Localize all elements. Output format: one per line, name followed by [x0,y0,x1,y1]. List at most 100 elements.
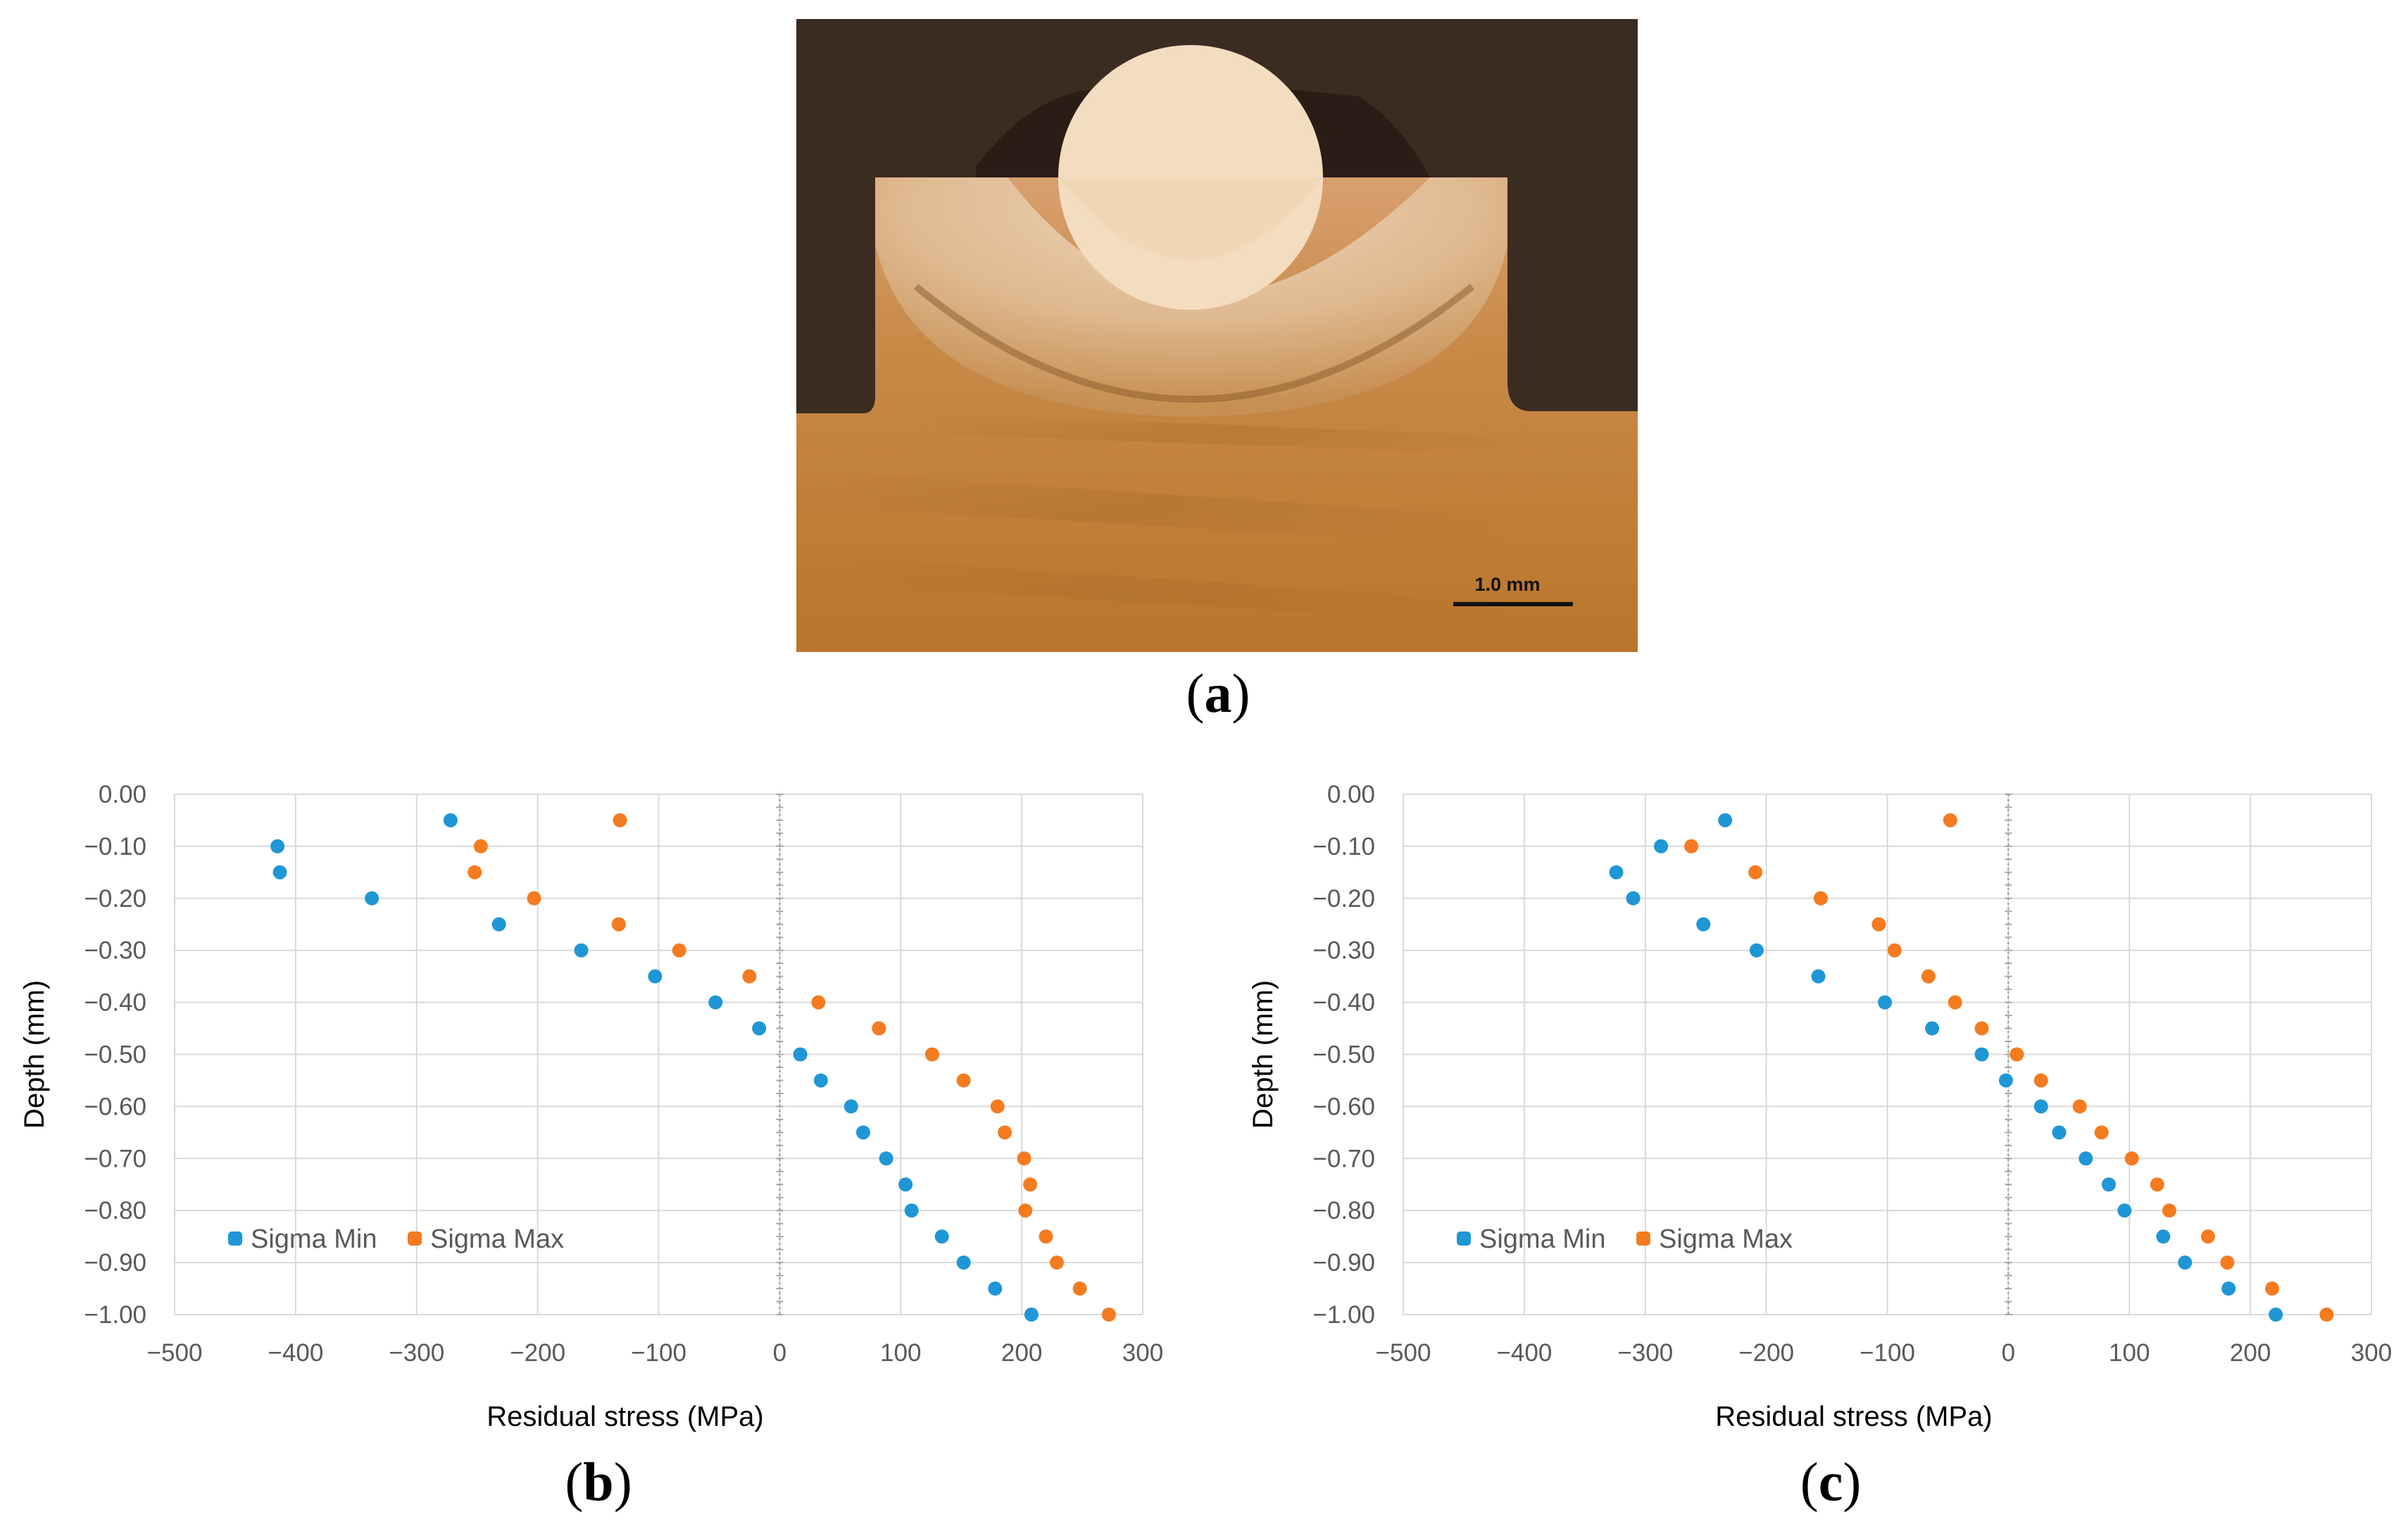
panel-label-c: (c) [1800,1451,1862,1512]
chart-b-xtick-label: −400 [268,1339,323,1367]
chart-b-xtick-label: −500 [147,1339,203,1367]
chart-b-sigma-min-point [855,1125,870,1140]
chart-c-sigma-min-point [1811,969,1826,984]
chart-b-sigma-min-point [934,1229,949,1244]
chart-b-sigma-min-point [904,1203,919,1218]
chart-c-sigma-max-point [2124,1151,2139,1166]
chart-c-xtick-label: 0 [2002,1339,2015,1367]
chart-c-sigma-max-point [2265,1281,2280,1296]
chart-c-ytick-label: −1.00 [1312,1301,1375,1329]
chart-c-sigma-min-point [2102,1177,2117,1192]
chart-b-ytick-label: −1.00 [84,1301,146,1329]
chart-c-sigma-max-point [1871,917,1886,932]
chart-b-sigma-min-point [793,1047,808,1062]
chart-b-sigma-max-point [1072,1281,1087,1296]
chart-c-ytick-label: −0.30 [1312,937,1375,965]
chart-b-xlabel: Residual stress (MPa) [487,1401,763,1432]
chart-b-ytick-label: −0.20 [84,885,146,913]
chart-c-sigma-min-point [2221,1281,2236,1296]
chart-b-sigma-max-point [872,1021,886,1036]
chart-b-sigma-min-point [844,1099,858,1114]
panel-label-b: (b) [565,1451,632,1512]
chart-b-ytick-label: −0.60 [84,1093,146,1120]
chart-b-sigma-min-point [491,917,506,932]
chart-b-xtick-label: 300 [1122,1339,1163,1367]
chart-c-sigma-min-point [1626,891,1641,905]
chart-c-xtick-label: 100 [2109,1339,2150,1367]
chart-c-xtick-label: −100 [1860,1339,1915,1367]
panel-label-a: (a) [1186,663,1250,724]
chart-c-xtick-label: −200 [1738,1339,1794,1367]
chart-b-ytick-label: −0.10 [84,833,146,860]
chart-b-sigma-max-point [613,813,627,827]
chart-c-plot: −500 −400 −300 −200 −100 0 100 200 300 0.00 −0.10 −… [1248,781,2392,1432]
chart-c-ytick-label: −0.40 [1312,989,1375,1017]
chart-b-xtick-label: −200 [510,1339,565,1367]
chart-c-sigma-max-point [1948,995,1962,1010]
chart-c-ytick-label: −0.10 [1312,833,1375,860]
chart-c-sigma-max-point [2033,1073,2048,1088]
chart-c-sigma-min-point [2052,1125,2067,1140]
chart-b-ytick-label: −0.70 [84,1145,146,1172]
chart-b-sigma-min-point [813,1073,828,1088]
chart-c-sigma-max-point [2150,1177,2164,1192]
chart-c-sigma-min-point [1878,995,1893,1010]
chart-c-xlabel: Residual stress (MPa) [1715,1401,1992,1432]
chart-c-sigma-max-point [2200,1229,2215,1244]
chart-c-ytick-label: −0.60 [1312,1093,1375,1120]
chart-c-sigma-max-point [1921,969,1936,984]
chart-c-sigma-min-point [2078,1151,2093,1166]
chart-c: −500 −400 −300 −200 −100 0 100 200 300 0.00 −0.10 −… [1229,760,2408,1458]
chart-c-sigma-max-point [1943,813,1957,827]
chart-b-ytick-label: 0.00 [99,781,146,808]
chart-b-sigma-max-point [672,943,686,958]
chart-c-sigma-min-point [1609,865,1624,879]
chart-b-legend-sigma-min-marker [228,1231,242,1246]
panel-label-c-letter: c [1818,1451,1843,1512]
chart-c-legend-sigma-min-label: Sigma Min [1479,1224,1606,1254]
chart-b-sigma-max-point [473,839,488,853]
chart-b-sigma-max-point [811,995,826,1010]
chart-c-legend-sigma-max-label: Sigma Max [1659,1224,1793,1254]
chart-c-ytick-label: −0.90 [1312,1249,1375,1277]
chart-c-sigma-max-point [1748,865,1763,879]
chart-c-ytick-label: 0.00 [1327,781,1375,808]
chart-c-sigma-min-point [1925,1021,1940,1036]
chart-b-sigma-min-point [752,1021,767,1036]
chart-c-sigma-min-point [2178,1255,2193,1270]
chart-b-sigma-min-point [648,969,663,984]
chart-b-sigma-max-point [527,891,541,905]
chart-b-sigma-min-point [574,943,589,958]
chart-b-sigma-max-point [956,1073,971,1088]
chart-c-ytick-label: −0.70 [1312,1145,1375,1172]
chart-c-sigma-min-point [1974,1047,1989,1062]
chart-b-sigma-min-point [1024,1308,1039,1322]
chart-c-sigma-min-point [2269,1308,2283,1322]
panel-label-a-letter: a [1204,663,1232,724]
chart-b-ytick-label: −0.90 [84,1249,146,1277]
chart-b-sigma-max-point [990,1099,1005,1114]
chart-b-sigma-min-point [956,1255,971,1270]
chart-b-xtick-label: 0 [773,1339,786,1367]
chart-c-sigma-max-point [1813,891,1828,905]
chart-b-sigma-max-point [611,917,626,932]
chart-b-sigma-max-point [1018,1203,1033,1218]
panel-label-b-letter: b [583,1451,614,1512]
chart-b-xtick-label: −300 [389,1339,444,1367]
chart-c-sigma-min-point [1749,943,1764,958]
chart-b-sigma-max-point [1039,1229,1053,1244]
chart-c-ylabel: Depth (mm) [1248,980,1279,1129]
chart-b-sigma-min-point [272,865,287,879]
chart-b-sigma-min-point [898,1177,913,1192]
chart-c-legend-sigma-min-marker [1457,1231,1471,1246]
chart-c-xtick-label: −500 [1376,1339,1431,1367]
chart-b-ytick-label: −0.50 [84,1041,146,1069]
chart-b-ylabel: Depth (mm) [19,980,50,1129]
chart-c-sigma-max-point [2094,1125,2109,1140]
chart-b-xtick-label: 200 [1001,1339,1042,1367]
chart-b-sigma-min-point [879,1151,893,1166]
chart-c-sigma-max-point [1684,839,1699,853]
chart-b-legend-sigma-max-label: Sigma Max [430,1224,564,1254]
chart-b-sigma-max-point [998,1125,1012,1140]
chart-b-sigma-max-point [468,865,482,879]
